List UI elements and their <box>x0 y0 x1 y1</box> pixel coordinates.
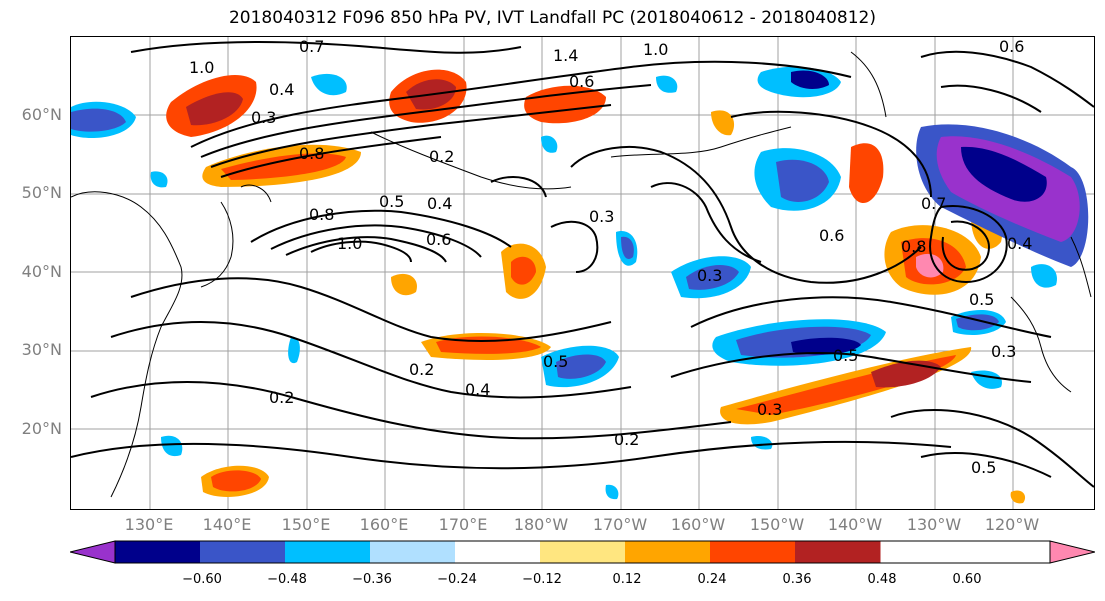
colorbar-segments <box>115 541 881 563</box>
lon-label-140w: 140°W <box>827 515 883 534</box>
lat-label-30n: 30°N <box>21 340 62 359</box>
contour-label: 0.2 <box>269 388 294 407</box>
contour-label: 0.8 <box>309 205 334 224</box>
contour-label: 1.4 <box>553 46 578 65</box>
negative-anomaly-shading <box>71 66 1089 500</box>
colorbar-tick: −0.36 <box>352 572 392 587</box>
contour-label: 0.3 <box>991 342 1016 361</box>
contour-label: 0.5 <box>543 352 568 371</box>
colorbar-extend-max <box>1049 540 1095 564</box>
positive-anomaly-shading <box>166 69 1026 504</box>
map-panel: 0.7 1.0 0.4 0.3 0.8 1.4 1.0 0.6 0.2 0.5 … <box>70 36 1095 510</box>
colorbar-segment <box>540 541 626 563</box>
map-title: 2018040312 F096 850 hPa PV, IVT Landfall… <box>228 8 876 28</box>
contour-label: 0.2 <box>429 147 454 166</box>
colorbar-tick: 0.60 <box>952 572 982 587</box>
lon-label-150e: 150°E <box>281 515 331 534</box>
lat-label-20n: 20°N <box>21 419 62 438</box>
lon-label-170e: 170°E <box>438 515 488 534</box>
lon-label-130e: 130°E <box>124 515 174 534</box>
contour-label: 0.3 <box>697 266 722 285</box>
contour-label: 1.0 <box>189 58 214 77</box>
contour-label: 0.3 <box>757 400 782 419</box>
lon-label-140e: 140°E <box>202 515 252 534</box>
contour-label: 0.6 <box>569 72 594 91</box>
colorbar-outline <box>114 540 1051 564</box>
contour-label: 0.6 <box>819 226 844 245</box>
contour-label: 1.0 <box>337 234 362 253</box>
colorbar-tick: −0.24 <box>437 572 477 587</box>
lon-label-120w: 120°W <box>984 515 1040 534</box>
colorbar-segment <box>795 541 881 563</box>
lat-label-50n: 50°N <box>21 183 62 202</box>
lon-label-150w: 150°W <box>749 515 805 534</box>
contour-label: 0.7 <box>921 194 946 213</box>
contour-label: 0.4 <box>427 194 452 213</box>
coastlines <box>71 51 1092 498</box>
colorbar-segment <box>710 541 796 563</box>
colorbar-tick: −0.60 <box>182 572 222 587</box>
colorbar-tick: 0.48 <box>867 572 897 587</box>
colorbar-segment <box>455 541 541 563</box>
contour-label: 0.2 <box>614 430 639 449</box>
colorbar-segment <box>200 541 286 563</box>
contour-label: 0.3 <box>589 207 614 226</box>
contour-label: 0.8 <box>299 144 324 163</box>
map-canvas: 0.7 1.0 0.4 0.3 0.8 1.4 1.0 0.6 0.2 0.5 … <box>71 37 1094 509</box>
colorbar-tick: 0.24 <box>697 572 727 587</box>
lon-label-180w: 180°W <box>513 515 569 534</box>
colorbar-tick: 0.36 <box>782 572 812 587</box>
colorbar-tick: −0.12 <box>522 572 562 587</box>
lon-label-160e: 160°E <box>359 515 409 534</box>
colorbar-extend-min <box>70 540 116 564</box>
contour-label: 0.3 <box>251 108 276 127</box>
contour-label: 0.6 <box>426 230 451 249</box>
contour-label: 0.4 <box>1007 234 1032 253</box>
colorbar-segment <box>370 541 456 563</box>
contour-label: 0.6 <box>999 37 1024 56</box>
contour-label-group: 0.7 1.0 0.4 0.3 0.8 1.4 1.0 0.6 0.2 0.5 … <box>189 37 1032 477</box>
lon-label-160w: 160°W <box>670 515 726 534</box>
colorbar-segment <box>115 541 201 563</box>
colorbar-segment <box>625 541 711 563</box>
lon-label-170w: 170°W <box>592 515 648 534</box>
contour-label: 0.5 <box>971 458 996 477</box>
lon-label-130w: 130°W <box>906 515 962 534</box>
colorbar-segment <box>285 541 371 563</box>
contour-label: 0.2 <box>409 360 434 379</box>
colorbar <box>70 540 1095 564</box>
contour-label: 0.5 <box>833 346 858 365</box>
contour-label: 1.0 <box>643 40 668 59</box>
contour-label: 0.5 <box>379 192 404 211</box>
contour-label: 0.5 <box>969 290 994 309</box>
contour-label: 0.4 <box>465 380 490 399</box>
contour-label: 0.7 <box>299 37 324 56</box>
colorbar-tick: −0.48 <box>267 572 307 587</box>
lat-label-40n: 40°N <box>21 262 62 281</box>
lat-label-60n: 60°N <box>21 105 62 124</box>
colorbar-tick: 0.12 <box>612 572 642 587</box>
contour-label: 0.4 <box>269 80 294 99</box>
contour-label: 0.8 <box>901 237 926 256</box>
